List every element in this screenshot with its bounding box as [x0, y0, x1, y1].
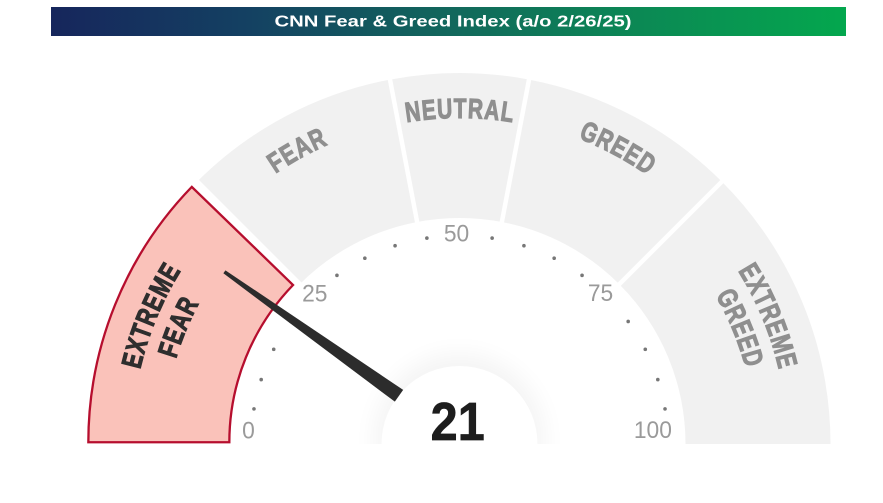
svg-text:E: E: [420, 95, 437, 127]
svg-text:25: 25: [302, 280, 327, 307]
svg-text:100: 100: [634, 417, 672, 444]
svg-text:CNN Fear & Greed Index (a/o 2/: CNN Fear & Greed Index (a/o 2/26/25): [274, 13, 631, 30]
svg-text:21: 21: [431, 391, 485, 452]
svg-text:A: A: [483, 95, 501, 127]
svg-text:50: 50: [444, 220, 469, 247]
svg-text:U: U: [436, 94, 453, 125]
svg-text:N: N: [403, 97, 422, 129]
svg-text:75: 75: [588, 280, 613, 307]
svg-text:0: 0: [242, 417, 255, 444]
svg-text:L: L: [499, 97, 516, 129]
svg-text:R: R: [467, 94, 484, 125]
svg-text:T: T: [454, 94, 467, 125]
